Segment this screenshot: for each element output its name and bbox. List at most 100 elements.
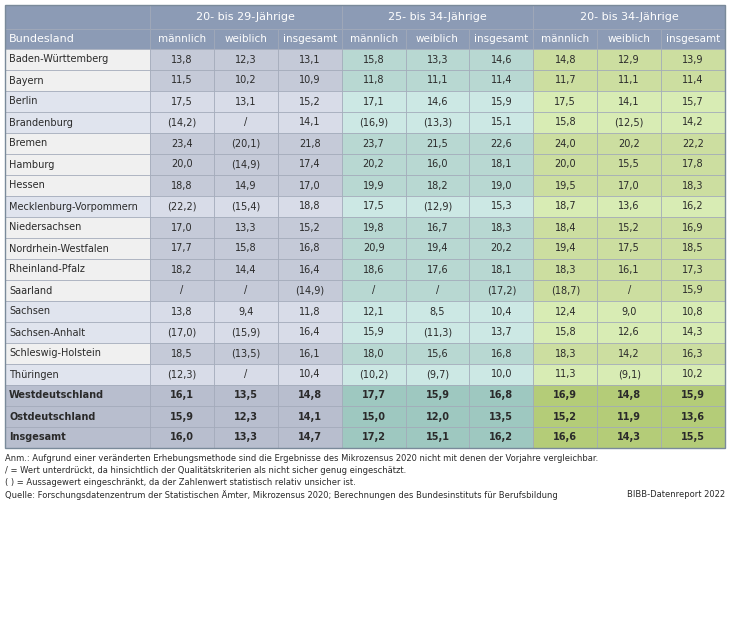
- Bar: [597, 154, 661, 175]
- Text: 23,4: 23,4: [171, 139, 193, 149]
- Bar: [469, 29, 534, 49]
- Text: 14,8: 14,8: [298, 391, 322, 401]
- Bar: [469, 259, 534, 280]
- Bar: [469, 364, 534, 385]
- Text: 11,1: 11,1: [618, 75, 640, 85]
- Text: männlich: männlich: [541, 34, 589, 44]
- Text: 17,6: 17,6: [427, 265, 448, 275]
- Text: Bayern: Bayern: [9, 75, 44, 85]
- Text: Hamburg: Hamburg: [9, 160, 54, 170]
- Text: 16,0: 16,0: [427, 160, 448, 170]
- Bar: [278, 196, 342, 217]
- Text: 14,7: 14,7: [298, 432, 322, 442]
- Text: 12,3: 12,3: [235, 54, 257, 65]
- Bar: [597, 91, 661, 112]
- Bar: [5, 364, 150, 385]
- Bar: [661, 343, 725, 364]
- Text: /: /: [245, 370, 247, 380]
- Bar: [406, 49, 469, 70]
- Text: 14,1: 14,1: [299, 118, 320, 127]
- Text: 18,5: 18,5: [683, 244, 704, 253]
- Text: 10,2: 10,2: [683, 370, 704, 380]
- Text: 10,0: 10,0: [491, 370, 512, 380]
- Text: 14,1: 14,1: [298, 411, 322, 422]
- Bar: [150, 175, 214, 196]
- Bar: [214, 196, 278, 217]
- Bar: [597, 112, 661, 133]
- Text: 18,3: 18,3: [491, 223, 512, 232]
- Bar: [597, 196, 661, 217]
- Bar: [661, 280, 725, 301]
- Text: (12,3): (12,3): [167, 370, 196, 380]
- Text: (11,3): (11,3): [423, 327, 452, 337]
- Bar: [534, 343, 597, 364]
- Text: 11,3: 11,3: [555, 370, 576, 380]
- Bar: [150, 406, 214, 427]
- Text: 22,2: 22,2: [682, 139, 704, 149]
- Bar: [406, 259, 469, 280]
- Bar: [278, 133, 342, 154]
- Bar: [342, 5, 534, 29]
- Text: 10,4: 10,4: [491, 306, 512, 316]
- Text: (13,5): (13,5): [231, 349, 261, 358]
- Text: 8,5: 8,5: [430, 306, 445, 316]
- Bar: [150, 364, 214, 385]
- Bar: [5, 427, 150, 448]
- Bar: [406, 238, 469, 259]
- Text: /: /: [628, 285, 631, 296]
- Text: insgesamt: insgesamt: [474, 34, 529, 44]
- Text: /: /: [245, 118, 247, 127]
- Bar: [278, 406, 342, 427]
- Text: 12,9: 12,9: [618, 54, 640, 65]
- Text: Bremen: Bremen: [9, 139, 47, 149]
- Text: 16,3: 16,3: [683, 349, 704, 358]
- Text: 13,1: 13,1: [299, 54, 320, 65]
- Bar: [214, 217, 278, 238]
- Text: 16,1: 16,1: [170, 391, 194, 401]
- Text: 20,0: 20,0: [555, 160, 576, 170]
- Bar: [661, 196, 725, 217]
- Text: 18,8: 18,8: [299, 201, 320, 211]
- Bar: [406, 364, 469, 385]
- Bar: [150, 301, 214, 322]
- Text: 20,2: 20,2: [618, 139, 640, 149]
- Bar: [597, 133, 661, 154]
- Text: 12,6: 12,6: [618, 327, 640, 337]
- Text: 17,2: 17,2: [361, 432, 385, 442]
- Text: 12,0: 12,0: [426, 411, 450, 422]
- Bar: [534, 154, 597, 175]
- Bar: [278, 364, 342, 385]
- Bar: [469, 406, 534, 427]
- Bar: [406, 133, 469, 154]
- Text: 15,9: 15,9: [426, 391, 450, 401]
- Text: 19,5: 19,5: [555, 180, 576, 191]
- Bar: [342, 49, 406, 70]
- Text: 15,7: 15,7: [682, 96, 704, 106]
- Bar: [597, 259, 661, 280]
- Text: 15,1: 15,1: [491, 118, 512, 127]
- Bar: [342, 175, 406, 196]
- Text: 10,4: 10,4: [299, 370, 320, 380]
- Text: 14,1: 14,1: [618, 96, 640, 106]
- Bar: [597, 301, 661, 322]
- Text: 15,8: 15,8: [235, 244, 257, 253]
- Bar: [342, 385, 406, 406]
- Text: ( ) = Aussagewert eingeschränkt, da der Zahlenwert statistisch relativ unsicher : ( ) = Aussagewert eingeschränkt, da der …: [5, 478, 356, 487]
- Text: 13,3: 13,3: [427, 54, 448, 65]
- Text: 18,6: 18,6: [363, 265, 385, 275]
- Bar: [534, 175, 597, 196]
- Bar: [5, 5, 725, 448]
- Text: 13,5: 13,5: [489, 411, 513, 422]
- Bar: [534, 364, 597, 385]
- Bar: [150, 385, 214, 406]
- Bar: [278, 238, 342, 259]
- Bar: [534, 406, 597, 427]
- Text: 14,4: 14,4: [235, 265, 256, 275]
- Text: 18,0: 18,0: [363, 349, 385, 358]
- Bar: [5, 322, 150, 343]
- Bar: [406, 70, 469, 91]
- Text: 11,8: 11,8: [299, 306, 320, 316]
- Text: 17,0: 17,0: [171, 223, 193, 232]
- Text: Mecklenburg-Vorpommern: Mecklenburg-Vorpommern: [9, 201, 138, 211]
- Bar: [214, 175, 278, 196]
